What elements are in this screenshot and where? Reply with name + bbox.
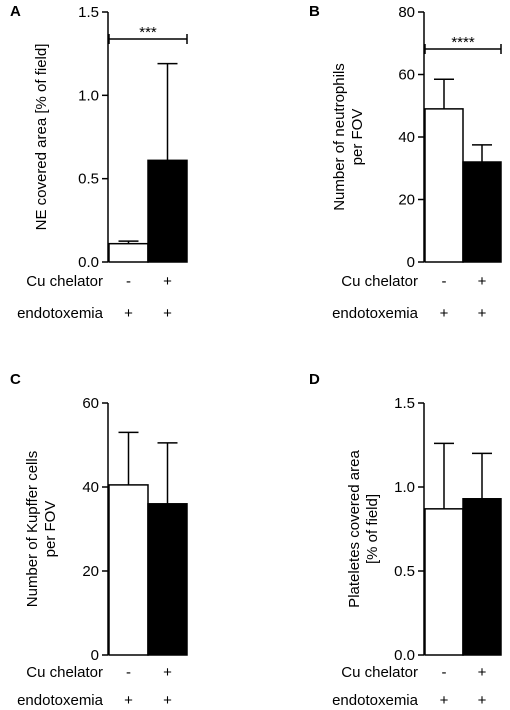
chart-d-bar-2 — [462, 498, 502, 656]
chart-d: D 0.0 0.5 1.0 1.5 Plateletes covered area [% o… — [309, 371, 502, 709]
chart-c-panel-letter: C — [10, 371, 21, 388]
chart-c-bar-2 — [147, 503, 188, 656]
chart-d-row-label: endotoxemia — [332, 692, 419, 709]
chart-d-bar-1 — [424, 508, 464, 656]
chart-b-bar-2 — [462, 161, 502, 263]
chart-c-y-tick-label: 0 — [91, 647, 99, 664]
chart-c-y-axis-label: Number of Kupffer cells — [24, 451, 41, 607]
chart-d-row-value: + — [478, 664, 487, 681]
chart-a-bar-1 — [108, 242, 149, 263]
chart-b-y-tick-label: 40 — [398, 129, 415, 146]
chart-d-y-tick-label: 1.5 — [394, 395, 415, 412]
chart-b: B 0 20 40 60 80 Number of neutrophils per FOV **… — [309, 3, 502, 322]
chart-c-row-value: + — [124, 692, 133, 709]
chart-a-y-axis-label: NE covered area [% of field] — [33, 44, 50, 231]
chart-b-y-axis-label: Number of neutrophils — [331, 63, 348, 211]
chart-c-row-value: - — [126, 664, 131, 681]
chart-a-row-value: + — [163, 273, 172, 290]
chart-c-row-label: endotoxemia — [17, 692, 104, 709]
chart-c-row-value: + — [163, 664, 172, 681]
chart-a-row-label: endotoxemia — [17, 305, 104, 322]
chart-a-row-label: Cu chelator — [26, 273, 103, 290]
chart-b-y-tick-label: 20 — [398, 192, 415, 209]
chart-b-row-label: endotoxemia — [332, 305, 419, 322]
chart-c-y-tick-label: 40 — [82, 479, 99, 496]
chart-c-y-axis-label: per FOV — [42, 501, 59, 558]
chart-a-row-value: + — [163, 305, 172, 322]
chart-b-y-tick-label: 0 — [407, 254, 415, 271]
chart-a-panel-letter: A — [10, 3, 21, 20]
chart-d-row-value: + — [478, 692, 487, 709]
chart-a-significance-label: *** — [139, 24, 157, 41]
chart-b-row-value: + — [440, 305, 449, 322]
chart-a-y-tick-label: 1.5 — [78, 4, 99, 21]
chart-d-y-tick-label: 1.0 — [394, 479, 415, 496]
chart-b-row-value: + — [478, 273, 487, 290]
chart-b-bar-1 — [424, 108, 464, 263]
chart-b-panel-letter: B — [309, 3, 320, 20]
chart-a-row-value: - — [126, 273, 131, 290]
chart-d-row-value: - — [442, 664, 447, 681]
chart-b-y-tick-label: 60 — [398, 67, 415, 84]
chart-d-y-axis-label: [% of field] — [364, 494, 381, 564]
chart-b-row-value: - — [442, 273, 447, 290]
chart-c-bar-1 — [108, 484, 149, 656]
chart-d-panel-letter: D — [309, 371, 320, 388]
chart-a-row-value: + — [124, 305, 133, 322]
chart-a-bar-2 — [147, 159, 188, 263]
chart-d-y-tick-label: 0.5 — [394, 563, 415, 580]
chart-b-y-tick-label: 80 — [398, 4, 415, 21]
chart-a-y-tick-label: 0.0 — [78, 254, 99, 271]
chart-c-y-tick-label: 20 — [82, 563, 99, 580]
chart-a-y-tick-label: 0.5 — [78, 171, 99, 188]
chart-b-row-label: Cu chelator — [341, 273, 418, 290]
chart-d-row-label: Cu chelator — [341, 664, 418, 681]
chart-c-y-tick-label: 60 — [82, 395, 99, 412]
chart-b-significance-label: **** — [451, 34, 475, 51]
chart-b-row-value: + — [478, 305, 487, 322]
chart-c-row-label: Cu chelator — [26, 664, 103, 681]
chart-d-y-axis-label: Plateletes covered area — [346, 450, 363, 608]
chart-b-y-axis-label: per FOV — [349, 109, 366, 166]
chart-a: A 0.0 0.5 1.0 1.5 NE covered area [% of field… — [10, 3, 188, 322]
chart-a-y-tick-label: 1.0 — [78, 87, 99, 104]
chart-c: C 0 20 40 60 Number of Kupffer cells per FOV Cu… — [10, 371, 188, 709]
chart-c-row-value: + — [163, 692, 172, 709]
chart-d-row-value: + — [440, 692, 449, 709]
chart-d-y-tick-label: 0.0 — [394, 647, 415, 664]
